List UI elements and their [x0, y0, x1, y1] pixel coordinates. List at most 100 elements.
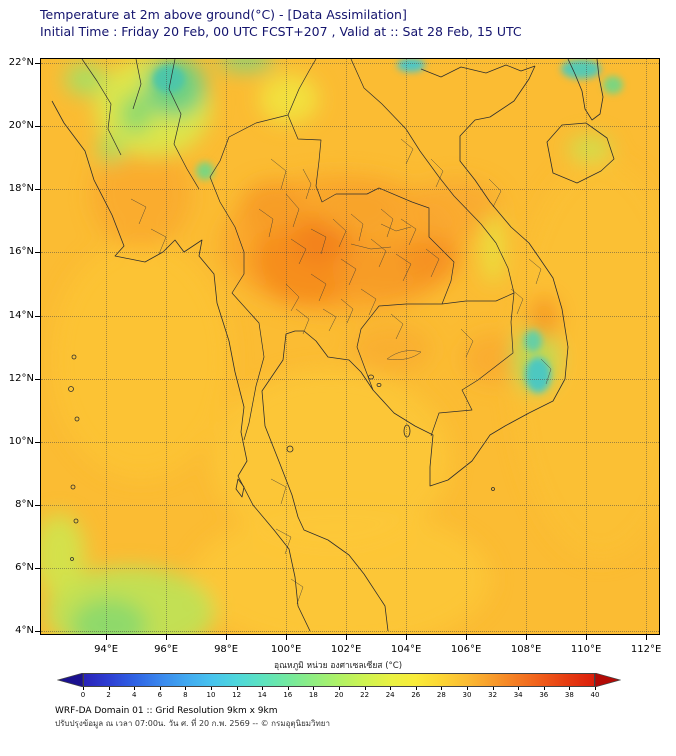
lat-tick-mark: [35, 568, 40, 570]
map-field-svg: [41, 59, 659, 634]
country-borders: [81, 59, 536, 441]
footer-update-info: ปรับปรุงข้อมูล ณ เวลา 07:00น. วัน ศ. ที่…: [55, 719, 330, 728]
colorbar-tick-label: 12: [232, 691, 242, 699]
colorbar-tick-mark: [415, 687, 417, 690]
colorbar-tick-mark: [134, 687, 136, 690]
lat-tick-label: 12°N: [8, 372, 34, 384]
lat-tick-label: 18°N: [8, 183, 34, 195]
lat-tick-label: 6°N: [15, 562, 34, 574]
colorbar-tick-label: 36: [539, 691, 549, 699]
lon-tick-label: 108°E: [510, 644, 542, 655]
lat-tick-mark: [35, 315, 40, 317]
lon-tick-mark: [106, 635, 108, 640]
colorbar-tick-mark: [185, 687, 187, 690]
lon-tick-mark: [226, 635, 228, 640]
footer-domain-info: WRF-DA Domain 01 :: Grid Resolution 9km …: [55, 706, 278, 716]
lat-tick-label: 22°N: [8, 57, 34, 69]
colorbar-tick-label: 34: [513, 691, 523, 699]
lat-tick-label: 20°N: [8, 120, 34, 132]
lon-tick-mark: [286, 635, 288, 640]
colorbar-tick-mark: [262, 687, 264, 690]
footer-block: WRF-DA Domain 01 :: Grid Resolution 9km …: [55, 705, 330, 730]
lat-tick-mark: [35, 252, 40, 254]
lon-tick-mark: [166, 635, 168, 640]
colorbar-tick-mark: [492, 687, 494, 690]
lat-tick-mark: [35, 189, 40, 191]
title-block: Temperature at 2m above ground(°C) - [Da…: [40, 6, 522, 40]
colorbar-tick-mark: [287, 687, 289, 690]
colorbar-tick-label: 24: [385, 691, 395, 699]
lat-tick-mark: [35, 631, 40, 633]
lon-tick-label: 110°E: [570, 644, 602, 655]
lon-tick-label: 104°E: [390, 644, 422, 655]
lon-tick-label: 96°E: [154, 644, 179, 655]
temperature-field-blobs: [41, 59, 659, 634]
map-subtitle: Initial Time : Friday 20 Feb, 00 UTC FCS…: [40, 24, 522, 39]
lon-tick-label: 102°E: [330, 644, 362, 655]
colorbar-tick-label: 20: [334, 691, 344, 699]
lon-tick-label: 106°E: [450, 644, 482, 655]
colorbar: 0 2 4 6 8 10 12 14 16 18 20 22 24 26 28 30 32 34 36 38 40: [57, 673, 621, 699]
colorbar-tick-mark: [518, 687, 520, 690]
colorbar-tick-label: 10: [206, 691, 216, 699]
colorbar-tick-label: 4: [131, 691, 137, 699]
colorbar-tick-mark: [159, 687, 161, 690]
colorbar-tick-label: 8: [183, 691, 188, 699]
lon-tick-label: 94°E: [94, 644, 119, 655]
colorbar-tick-label: 32: [488, 691, 498, 699]
lon-tick-label: 112°E: [630, 644, 662, 655]
lat-tick-label: 4°N: [15, 625, 34, 637]
colorbar-tick-mark: [595, 687, 596, 690]
colorbar-tick-label: 26: [411, 691, 421, 699]
lon-tick-mark: [526, 635, 528, 640]
lat-tick-mark: [35, 441, 40, 443]
colorbar-tick-label: 2: [106, 691, 111, 699]
lon-tick-mark: [646, 635, 648, 640]
coastlines: [51, 59, 615, 632]
colorbar-tick-label: 18: [308, 691, 318, 699]
lat-tick-label: 16°N: [8, 246, 34, 258]
map-title: Temperature at 2m above ground(°C) - [Da…: [40, 7, 407, 22]
colorbar-tick-label: 40: [590, 691, 600, 699]
colorbar-tick-label: 16: [283, 691, 293, 699]
colorbar-tick-mark: [339, 687, 340, 690]
lon-tick-label: 98°E: [214, 644, 239, 655]
colorbar-tick-mark: [569, 687, 571, 690]
colorbar-underflow-arrow: [57, 673, 83, 687]
colorbar-tick-label: 38: [564, 691, 574, 699]
colorbar-tick-label: 28: [436, 691, 446, 699]
colorbar-tick-mark: [543, 687, 545, 690]
colorbar-tick-label: 22: [360, 691, 370, 699]
lon-tick-mark: [586, 635, 588, 640]
colorbar-tick-mark: [83, 687, 84, 690]
lon-tick-mark: [406, 635, 408, 640]
lat-tick-mark: [35, 504, 40, 506]
colorbar-tick-label: 6: [157, 691, 163, 699]
lat-tick-mark: [35, 126, 40, 128]
lat-tick-label: 8°N: [15, 498, 34, 510]
colorbar-tick-mark: [390, 687, 392, 690]
colorbar-label: อุณหภูมิ หน่วย องศาเซลเซียส (°C): [273, 661, 403, 671]
lat-tick-label: 10°N: [8, 435, 34, 447]
colorbar-tick-mark: [364, 687, 366, 690]
colorbar-tick-label: 30: [462, 691, 472, 699]
colorbar-gradient: [83, 673, 595, 687]
colorbar-tick-mark: [211, 687, 212, 690]
map-plot: 94°E 96°E 98°E 100°E 102°E 104°E 106°E 108°E 110…: [9, 57, 662, 655]
colorbar-tick-mark: [467, 687, 468, 690]
colorbar-tick-mark: [108, 687, 110, 690]
colorbar-tick-label: 14: [257, 691, 267, 699]
lon-tick-mark: [346, 635, 348, 640]
province-borders: [130, 138, 552, 605]
colorbar-tick-mark: [313, 687, 315, 690]
colorbar-tick-mark: [441, 687, 443, 690]
colorbar-overflow-arrow: [595, 673, 621, 687]
lat-tick-mark: [35, 63, 40, 65]
lon-tick-mark: [466, 635, 468, 640]
colorbar-tick-mark: [236, 687, 238, 690]
lat-tick-mark: [35, 378, 40, 380]
lat-tick-label: 14°N: [8, 309, 34, 321]
lon-tick-label: 100°E: [270, 644, 302, 655]
colorbar-tick-label: 0: [80, 691, 86, 699]
